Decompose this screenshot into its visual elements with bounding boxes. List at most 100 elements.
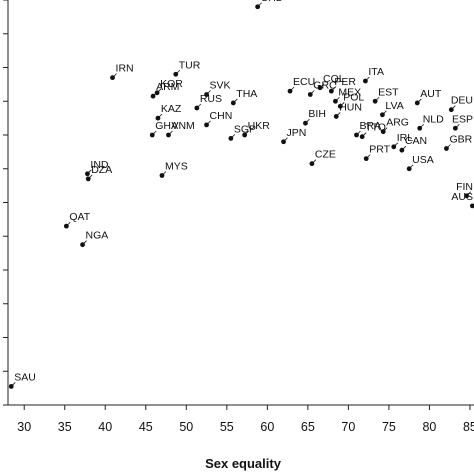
- data-point-svk: SVK: [204, 80, 231, 97]
- label-leader-line: [168, 130, 173, 136]
- label-leader-line: [82, 240, 87, 245]
- point-label: GBR: [449, 134, 472, 146]
- data-point-irl: IRL: [391, 132, 414, 150]
- data-point-sgp: SGP: [228, 123, 256, 141]
- point-label: HUN: [339, 101, 362, 113]
- point-label: RUS: [200, 93, 222, 105]
- data-point-nga: NGA: [80, 230, 108, 248]
- data-point-sau: SAU: [8, 371, 36, 389]
- label-leader-line: [331, 86, 336, 92]
- label-leader-line: [230, 134, 236, 139]
- point-label: ITA: [368, 66, 384, 78]
- x-tick-label: 35: [58, 420, 72, 434]
- label-leader-line: [175, 69, 181, 75]
- data-point-mys: MYS: [159, 161, 188, 178]
- data-point-jpn: JPN: [281, 127, 307, 145]
- point-label: LVA: [385, 100, 403, 112]
- label-leader-line: [365, 154, 371, 159]
- label-leader-line: [151, 130, 157, 136]
- data-point-grc: GRC: [307, 80, 337, 97]
- label-leader-line: [87, 174, 93, 180]
- label-leader-line: [311, 159, 317, 164]
- data-point-can: CAN: [399, 135, 427, 153]
- label-leader-line: [10, 382, 16, 387]
- label-leader-line: [472, 203, 474, 207]
- data-point-irn: IRN: [110, 63, 134, 81]
- data-point-nld: NLD: [417, 113, 444, 131]
- x-tick-label: 80: [422, 420, 436, 434]
- x-axis-label: Sex equality: [205, 456, 282, 471]
- point-label: SGP: [234, 123, 256, 135]
- label-leader-line: [87, 169, 92, 175]
- point-label: TTO: [365, 122, 386, 134]
- point-label: MYS: [165, 161, 188, 173]
- point-label: SVK: [210, 80, 231, 92]
- data-point-col: COL: [317, 73, 345, 91]
- label-leader-line: [289, 86, 295, 92]
- label-leader-line: [339, 102, 345, 107]
- point-label: MEX: [338, 86, 361, 98]
- data-point-ukr: UKR: [242, 120, 271, 138]
- label-leader-line: [157, 113, 163, 119]
- label-leader-line: [365, 76, 370, 82]
- label-leader-line: [206, 90, 211, 95]
- label-leader-line: [310, 90, 315, 95]
- point-label: VNM: [171, 120, 194, 132]
- point-label: JPN: [287, 127, 307, 139]
- point-label: ARG: [386, 117, 409, 129]
- point-label: IND: [90, 159, 109, 171]
- data-point-kor: KOR: [154, 78, 183, 96]
- label-leader-line: [257, 2, 262, 8]
- label-leader-line: [161, 171, 167, 176]
- point-label: CZE: [315, 149, 336, 161]
- label-leader-line: [393, 142, 399, 148]
- data-point-cze: CZE: [309, 149, 336, 167]
- data-point-bih: BIH: [303, 108, 326, 126]
- point-label: EST: [378, 86, 399, 98]
- point-label: DEU: [451, 95, 473, 107]
- label-leader-line: [361, 132, 367, 137]
- data-point-ita: ITA: [363, 66, 384, 84]
- point-label: ARM: [156, 81, 179, 93]
- label-leader-line: [305, 118, 310, 124]
- data-point-rus: RUS: [194, 93, 222, 111]
- label-leader-line: [335, 96, 340, 102]
- data-point-deu: DEU: [448, 95, 473, 113]
- point-label: ECU: [293, 76, 315, 88]
- point-label: CAN: [405, 135, 427, 147]
- data-point-usa: USA: [406, 154, 434, 172]
- point-label: PER: [334, 76, 356, 88]
- point-label: IRN: [116, 63, 134, 75]
- point-label: BIH: [308, 108, 326, 120]
- data-point-hun: HUN: [333, 101, 362, 119]
- label-leader-line: [319, 83, 325, 89]
- data-point-tur: TUR: [173, 59, 201, 77]
- label-leader-line: [451, 105, 456, 110]
- data-point-chl: CHL: [255, 0, 282, 10]
- label-leader-line: [112, 73, 117, 78]
- point-label: GHA: [155, 120, 178, 132]
- point-label: COL: [323, 73, 345, 85]
- data-point-ecu: ECU: [287, 76, 315, 94]
- data-point-bra: BRA: [354, 120, 381, 138]
- label-leader-line: [374, 96, 380, 102]
- point-label: UKR: [248, 120, 271, 132]
- point-label: PRT: [369, 144, 390, 156]
- data-point-lva: LVA: [380, 100, 404, 118]
- data-point-tto: TTO: [359, 122, 386, 140]
- data-point-dza: DZA: [85, 164, 112, 182]
- point-label: IRL: [397, 132, 414, 144]
- point-label: SAU: [14, 371, 36, 383]
- x-tick-label: 45: [139, 420, 153, 434]
- point-label: DZA: [91, 164, 112, 176]
- label-leader-line: [335, 112, 341, 117]
- data-point-mex: MEX: [333, 86, 361, 104]
- data-point-ind: IND: [85, 159, 109, 177]
- label-leader-line: [382, 127, 388, 132]
- label-leader-line: [196, 103, 202, 109]
- data-points: CHLIRNTURARMKORSVKECUCOLITAPERRUSTHAGRCM…: [8, 0, 474, 389]
- data-point-kaz: KAZ: [155, 103, 182, 121]
- x-tick-label: 75: [382, 420, 396, 434]
- label-leader-line: [382, 110, 387, 116]
